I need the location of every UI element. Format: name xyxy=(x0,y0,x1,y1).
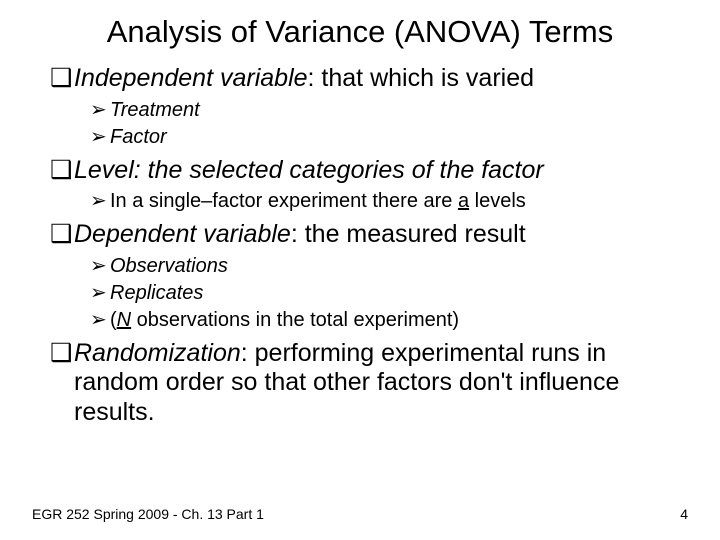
square-bullet-icon: ❑ xyxy=(50,156,74,186)
slide-title: Analysis of Variance (ANOVA) Terms xyxy=(32,14,688,50)
sub-text-underline: N xyxy=(117,309,131,331)
term-rest: : that which is varied xyxy=(308,64,535,92)
arrow-bullet-icon: ➢ xyxy=(90,281,110,306)
term-rest: the selected categories of the factor xyxy=(141,156,544,184)
sub-bullet-observations: ➢Observations xyxy=(90,254,688,279)
sub-bullet-n-obs: ➢(N observations in the total experiment… xyxy=(90,308,688,333)
square-bullet-icon: ❑ xyxy=(50,339,74,428)
slide-footer: EGR 252 Spring 2009 - Ch. 13 Part 1 4 xyxy=(32,506,688,522)
sub-text: Factor xyxy=(110,126,167,148)
term-text: Dependent variable xyxy=(74,220,291,248)
slide-number: 4 xyxy=(680,506,688,522)
term-text: Independent variable xyxy=(74,64,308,92)
bullet-randomization: ❑ Randomization: performing experimental… xyxy=(50,339,688,428)
arrow-bullet-icon: ➢ xyxy=(90,189,110,214)
square-bullet-icon: ❑ xyxy=(50,64,74,94)
arrow-bullet-icon: ➢ xyxy=(90,308,110,333)
square-bullet-icon: ❑ xyxy=(50,220,74,250)
arrow-bullet-icon: ➢ xyxy=(90,125,110,150)
term-rest: : the measured result xyxy=(291,220,526,248)
slide-body: Analysis of Variance (ANOVA) Terms ❑Inde… xyxy=(0,0,720,427)
sub-text-pre: ( xyxy=(110,309,117,331)
sub-bullet-replicates: ➢Replicates xyxy=(90,281,688,306)
term-wrap: Randomization: performing experimental r… xyxy=(74,339,688,428)
arrow-bullet-icon: ➢ xyxy=(90,98,110,123)
sub-text: Replicates xyxy=(110,282,203,304)
sub-text: Observations xyxy=(110,255,228,277)
sub-bullet-treatment: ➢Treatment xyxy=(90,98,688,123)
term-text: Level: xyxy=(74,156,141,184)
sub-text: Treatment xyxy=(110,99,200,121)
term-text: Randomization xyxy=(74,339,241,367)
sub-text-pre: In a single–factor experiment there are xyxy=(110,190,458,212)
sub-bullet-levels: ➢In a single–factor experiment there are… xyxy=(90,189,688,214)
sub-text-post: levels xyxy=(469,190,526,212)
sub-bullet-factor: ➢Factor xyxy=(90,125,688,150)
bullet-dependent-variable: ❑Dependent variable: the measured result xyxy=(50,220,688,250)
sub-text-post: observations in the total experiment) xyxy=(131,309,459,331)
bullet-independent-variable: ❑Independent variable: that which is var… xyxy=(50,64,688,94)
bullet-level: ❑Level: the selected categories of the f… xyxy=(50,156,688,186)
footer-left: EGR 252 Spring 2009 - Ch. 13 Part 1 xyxy=(32,506,264,522)
sub-text-underline: a xyxy=(458,190,469,212)
arrow-bullet-icon: ➢ xyxy=(90,254,110,279)
